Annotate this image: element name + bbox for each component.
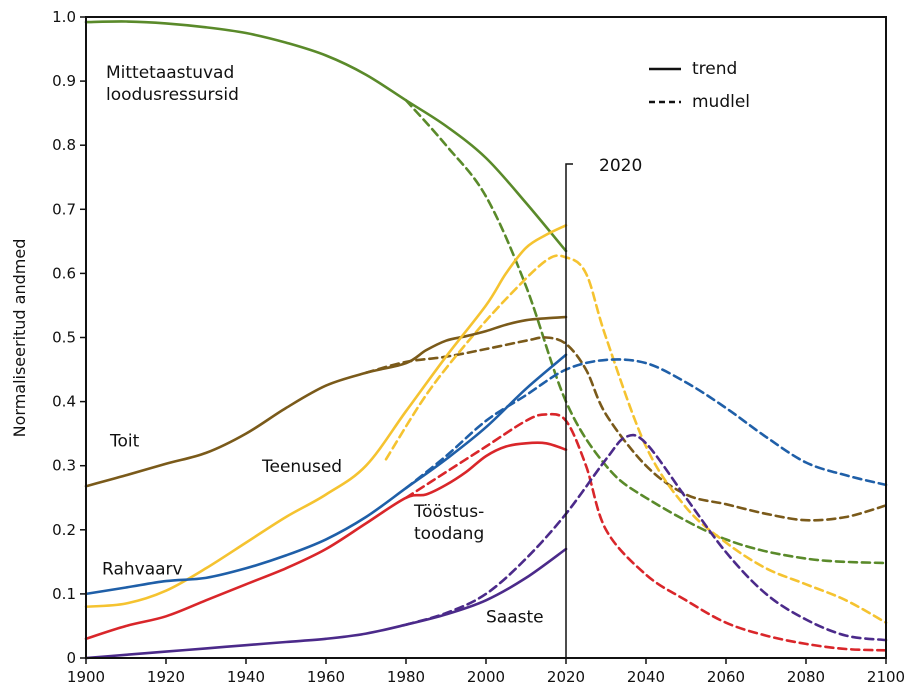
series-line-trend-teenused — [84, 224, 568, 608]
x-tick-label: 2080 — [787, 668, 825, 686]
series-label-mittetaastuvad-loodusressursid: loodusressursid — [106, 85, 239, 105]
y-tick-label: 0.6 — [52, 264, 76, 282]
series-line-model-rahvaarv — [404, 358, 888, 490]
series-label-mittetaastuvad-loodusressursid: Mittetaastuvad — [106, 63, 234, 83]
series-line-model-saaste — [404, 433, 888, 642]
y-tick-label: 0.2 — [52, 521, 76, 539]
y-axis-label: Normaliseeritud andmed — [10, 239, 29, 438]
series-line-model-toit — [364, 336, 888, 522]
series-line-trend-rahvaarv — [84, 353, 568, 596]
series-line-model-mittetaastuvad-loodusressursid — [404, 99, 888, 565]
series-label-tööstustoodang: Tööstus- — [413, 502, 484, 522]
y-tick-label: 0.3 — [52, 457, 76, 475]
y-tick-label: 0.8 — [52, 136, 76, 154]
series-line-trend-toit — [84, 315, 568, 488]
y-tick-label: 1.0 — [52, 8, 76, 26]
x-tick-label: 2000 — [467, 668, 505, 686]
x-tick-label: 1900 — [67, 668, 105, 686]
series-label-saaste: Saaste — [486, 608, 544, 628]
x-tick-label: 1960 — [307, 668, 345, 686]
plot-frame — [85, 16, 887, 659]
x-tick-label: 2100 — [867, 668, 905, 686]
legend-label-dashed: mudlel — [692, 92, 750, 112]
x-tick-label: 1920 — [147, 668, 185, 686]
y-tick-label: 0.5 — [52, 329, 76, 347]
series-line-model-teenused — [384, 254, 888, 624]
x-tick-label: 2020 — [547, 668, 585, 686]
x-tick-label: 2060 — [707, 668, 745, 686]
series-line-trend-mittetaastuvad-loodusressursid — [84, 20, 568, 253]
x-tick-label: 2040 — [627, 668, 665, 686]
y-tick-label: 0 — [66, 649, 76, 667]
series-line-model-tööstustoodang — [404, 412, 888, 652]
y-tick-label: 0.1 — [52, 585, 76, 603]
series-label-toit: Toit — [109, 431, 140, 451]
y-tick-label: 0.7 — [52, 200, 76, 218]
series-line-trend-tööstustoodang — [84, 441, 568, 641]
legend-label-solid: trend — [692, 59, 737, 79]
year-2020-marker-line — [565, 163, 573, 658]
series-label-rahvaarv: Rahvaarv — [102, 560, 183, 580]
x-tick-label: 1940 — [227, 668, 265, 686]
y-tick-label: 0.4 — [52, 393, 76, 411]
y-tick-label: 0.9 — [52, 72, 76, 90]
series-label-teenused: Teenused — [261, 457, 342, 477]
year-2020-marker-label: 2020 — [599, 156, 642, 176]
series-line-trend-saaste — [84, 547, 568, 660]
x-tick-label: 1980 — [387, 668, 425, 686]
series-label-tööstustoodang: toodang — [414, 524, 484, 544]
